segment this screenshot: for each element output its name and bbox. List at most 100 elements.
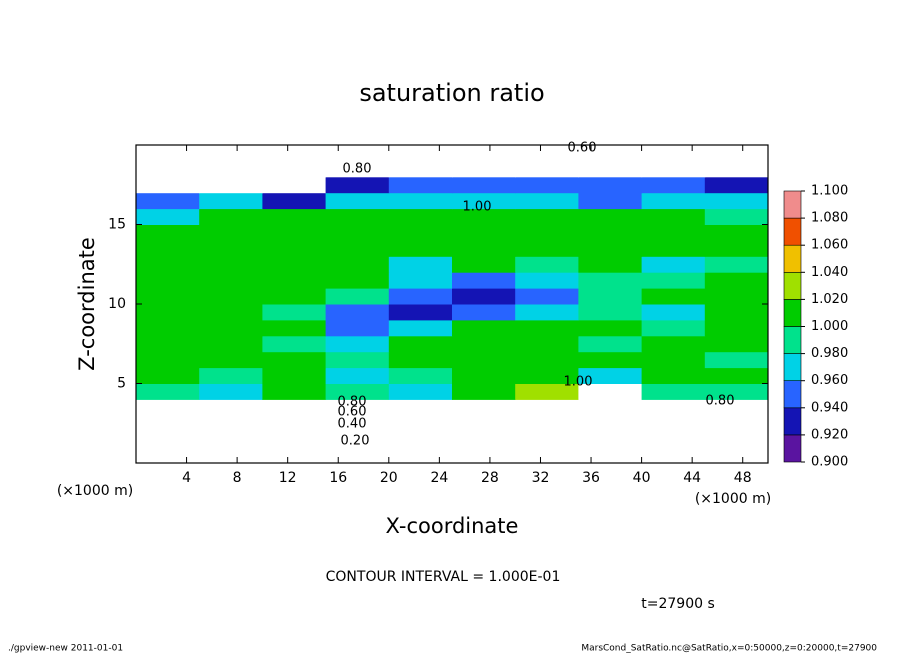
field-cell [325, 272, 390, 289]
field-cell [262, 224, 327, 241]
field-cell [641, 399, 706, 416]
colorbar-label: 0.980 [811, 346, 848, 361]
field-cell [515, 335, 579, 353]
field-cell [515, 224, 579, 241]
field-cell [136, 256, 200, 273]
colorbar-label: 1.020 [811, 292, 848, 307]
field-cell [515, 145, 579, 162]
field-cell [388, 431, 453, 448]
field-cell [199, 272, 263, 289]
y-tick-label: 5 [117, 376, 126, 392]
x-tick-label: 48 [734, 470, 752, 486]
x-tick-label: 28 [481, 470, 499, 486]
field-cell [199, 383, 263, 400]
x-axis-label: X-coordinate [386, 514, 519, 538]
colorbar-label: 0.920 [811, 427, 848, 442]
field-cell [641, 256, 706, 273]
field-cell [199, 224, 263, 241]
field-cell [578, 319, 643, 337]
field-cell [641, 192, 706, 210]
field-cell [704, 288, 769, 305]
field-cell [199, 367, 263, 384]
field-cell [388, 351, 453, 369]
field-cell [452, 383, 516, 400]
field-cell [452, 256, 516, 273]
field-cell [704, 160, 769, 178]
field-cell [325, 351, 390, 369]
field-cell [704, 447, 769, 464]
field-cell [388, 240, 453, 257]
field-cell [262, 367, 327, 384]
field-cell [704, 192, 769, 210]
x-tick-label: 24 [430, 470, 448, 486]
field-cell [325, 192, 390, 210]
field-cell [262, 399, 327, 416]
field-cell [325, 335, 390, 353]
field-cell [452, 351, 516, 369]
contour-label: 0.40 [338, 417, 367, 432]
colorbar-label: 0.940 [811, 400, 848, 415]
field-cell [388, 415, 453, 432]
field-cell [262, 208, 327, 225]
field-cell [704, 383, 769, 400]
contour-interval: CONTOUR INTERVAL = 1.000E-01 [326, 569, 561, 585]
field-cell [262, 415, 327, 432]
field-cell [578, 192, 643, 210]
field-cell [262, 351, 327, 369]
colorbar-label: 0.960 [811, 373, 848, 388]
field-cell [452, 160, 516, 178]
x-tick-label: 20 [380, 470, 398, 486]
field-cell [515, 447, 579, 464]
field-cell [199, 208, 263, 225]
field-cell [515, 431, 579, 448]
field-cell [136, 351, 200, 369]
field-cell [515, 272, 579, 289]
field-cell [262, 319, 327, 337]
field-cell [136, 208, 200, 225]
field-cell [452, 208, 516, 225]
field-cell [578, 351, 643, 369]
colorbar-bin [783, 217, 802, 246]
footer-right: MarsCond_SatRatio.nc@SatRatio,x=0:50000,… [581, 644, 877, 654]
field-cell [262, 304, 327, 321]
field-cell [515, 367, 579, 384]
field-cell [262, 335, 327, 353]
field-cell [199, 240, 263, 257]
field-cell [325, 415, 390, 432]
field-cell [325, 145, 390, 162]
field-cell [136, 335, 200, 353]
field-cell [452, 335, 516, 353]
field-cell [136, 383, 200, 400]
field-cell [136, 224, 200, 241]
field-cell [136, 145, 200, 162]
field-cell [515, 304, 579, 321]
field-cell [388, 399, 453, 416]
field-cell [199, 145, 263, 162]
footer-left: ./gpview-new 2011-01-01 [8, 644, 123, 654]
field-cell [641, 208, 706, 225]
field-cell [578, 447, 643, 464]
field-cell [325, 256, 390, 273]
field-cell [325, 240, 390, 257]
field-cell [578, 367, 643, 384]
contour-label: 0.60 [568, 141, 597, 156]
colorbar-bin [783, 244, 802, 273]
field-cell [578, 145, 643, 162]
colorbar-label: 1.000 [811, 319, 848, 334]
field-cell [199, 192, 263, 210]
y-axis-label: Z-coordinate [75, 237, 99, 371]
colorbar-label: 1.100 [811, 184, 848, 199]
contour-label: 1.00 [564, 375, 593, 390]
field-cell [704, 335, 769, 353]
field-cell [262, 272, 327, 289]
field-cell [262, 256, 327, 273]
field-cell [136, 288, 200, 305]
colorbar-bin [783, 190, 802, 219]
field-cell [641, 304, 706, 321]
field-cell [388, 176, 453, 194]
field-cell [515, 399, 579, 416]
field-cell [578, 272, 643, 289]
field-cell [641, 351, 706, 369]
field-cell [578, 304, 643, 321]
